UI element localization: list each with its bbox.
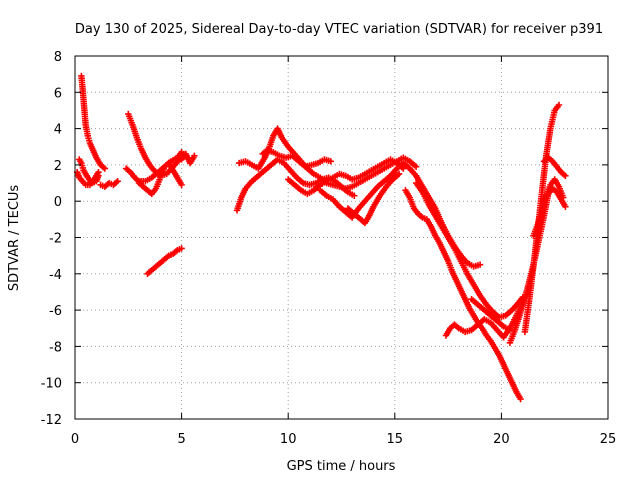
y-tick-label: 4: [54, 123, 62, 138]
series-sat-q: [412, 179, 526, 321]
chart-title: Day 130 of 2025, Sidereal Day-to-day VTE…: [75, 22, 603, 37]
axis-ticks: [74, 55, 609, 420]
series-sat-m: [285, 156, 407, 198]
series-sat-l: [259, 147, 335, 170]
plot-frame: [74, 55, 609, 420]
data-point: [476, 261, 484, 268]
y-tick-label: -4: [49, 268, 62, 283]
grid-lines: [75, 56, 608, 419]
x-tick-label: 5: [177, 432, 185, 447]
data-point: [95, 172, 102, 179]
series-sat-o: [344, 170, 403, 227]
y-tick-label: 0: [54, 195, 62, 210]
data-point: [412, 163, 420, 170]
series-sat-b: [76, 156, 102, 187]
y-tick-label: -6: [49, 304, 62, 319]
series-sat-g: [135, 159, 185, 198]
data-point: [178, 148, 185, 156]
series-sat-h: [178, 150, 198, 167]
y-tick-label: -12: [41, 413, 62, 428]
y-tick-label: -10: [41, 377, 62, 392]
series-sat-w: [540, 154, 569, 179]
x-tick-label: 20: [493, 432, 510, 447]
data-point: [351, 192, 358, 199]
series-sat-s: [468, 296, 514, 334]
y-tick-label: -8: [49, 340, 62, 355]
data-point: [555, 101, 563, 109]
data-point: [191, 152, 198, 160]
series-sat-a: [73, 168, 102, 189]
y-tick-label: 6: [54, 86, 62, 101]
data-point: [178, 245, 185, 252]
data-point: [178, 181, 185, 189]
series-sat-p: [402, 187, 524, 403]
data-point: [327, 158, 335, 165]
series-sat-i: [144, 245, 185, 277]
data-point: [560, 194, 567, 201]
x-tick-label: 25: [600, 432, 617, 447]
y-tick-label: 2: [54, 159, 62, 174]
data-points: [73, 72, 569, 403]
x-tick-label: 15: [387, 432, 404, 447]
y-axis-label: SDTVAR / TECUs: [7, 185, 22, 292]
series-sat-r: [442, 286, 533, 341]
series-sat-v: [530, 176, 567, 239]
y-tick-labels: 8 6 4 2 0 -2 -4 -6 -8 -10 -12: [41, 50, 62, 428]
data-point: [562, 172, 569, 179]
x-tick-label: 10: [280, 432, 297, 447]
data-point: [395, 170, 403, 178]
series-sat-c: [78, 72, 109, 172]
x-axis-label: GPS time / hours: [287, 459, 396, 474]
x-tick-label: 0: [71, 432, 79, 447]
y-tick-label: 8: [54, 50, 62, 65]
series-sat-d: [97, 178, 121, 190]
series-sat-e: [125, 110, 187, 179]
data-point: [517, 395, 524, 403]
data-point: [114, 178, 121, 185]
data-point: [101, 165, 109, 172]
x-tick-labels: 0 5 10 15 20 25: [71, 432, 616, 447]
data-point: [562, 203, 569, 210]
y-tick-label: -2: [49, 232, 62, 247]
